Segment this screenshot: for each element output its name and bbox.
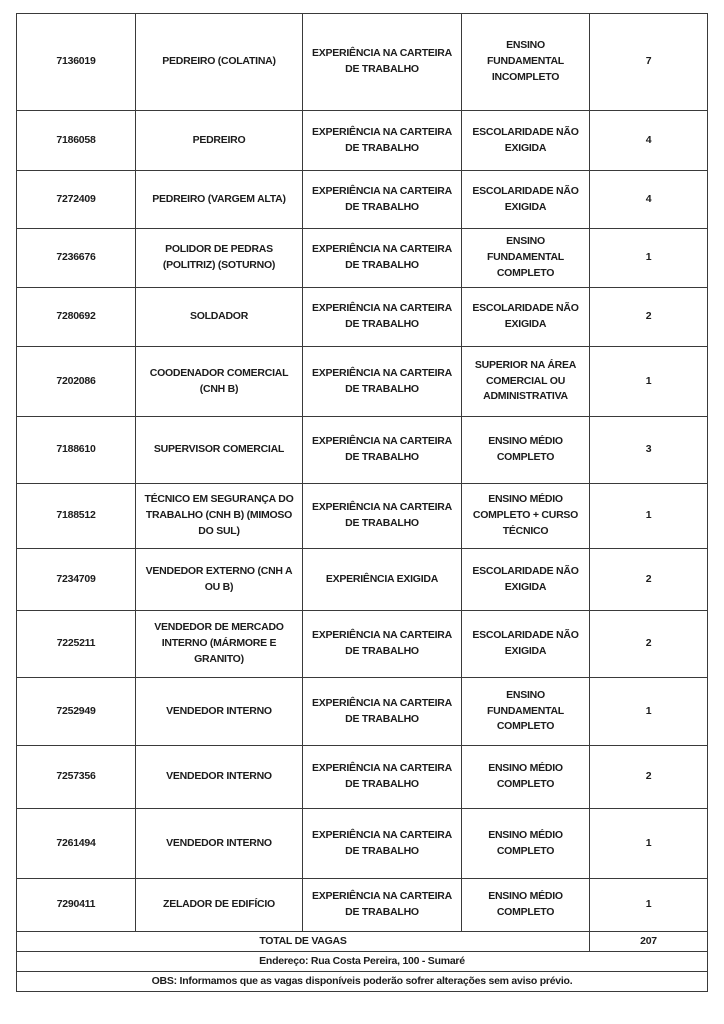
- vacancy-count-cell: 1: [589, 878, 708, 932]
- vacancy-id-cell: 7136019: [16, 13, 136, 111]
- vacancy-id-cell: 7236676: [16, 228, 136, 288]
- vacancy-id-cell: 7261494: [16, 808, 136, 879]
- occupation-cell: COODENADOR COMERCIAL (CNH B): [135, 346, 303, 417]
- table-row: 7290411 ZELADOR DE EDIFÍCIO EXPERIÊNCIA …: [16, 878, 708, 932]
- education-cell: ESCOLARIDADE NÃO EXIGIDA: [461, 287, 590, 347]
- vacancy-count-cell: 1: [589, 808, 708, 879]
- table-row: 7261494 VENDEDOR INTERNO EXPERIÊNCIA NA …: [16, 808, 708, 879]
- experience-cell: EXPERIÊNCIA NA CARTEIRA DE TRABALHO: [302, 677, 462, 746]
- vacancies-table-footer: TOTAL DE VAGAS 207 Endereço: Rua Costa P…: [16, 931, 708, 992]
- obs-row: OBS: Informamos que as vagas disponíveis…: [16, 971, 708, 992]
- table-row: 7186058 PEDREIRO EXPERIÊNCIA NA CARTEIRA…: [16, 110, 708, 171]
- vacancy-count-cell: 2: [589, 610, 708, 678]
- experience-cell: EXPERIÊNCIA NA CARTEIRA DE TRABALHO: [302, 346, 462, 417]
- occupation-cell: ZELADOR DE EDIFÍCIO: [135, 878, 303, 932]
- vacancy-id-cell: 7186058: [16, 110, 136, 171]
- vacancy-count-cell: 3: [589, 416, 708, 484]
- total-label-cell: TOTAL DE VAGAS: [16, 931, 590, 952]
- obs-cell: OBS: Informamos que as vagas disponíveis…: [16, 971, 708, 992]
- total-row: TOTAL DE VAGAS 207: [16, 931, 708, 952]
- table-row: 7188610 SUPERVISOR COMERCIAL EXPERIÊNCIA…: [16, 416, 708, 484]
- vacancy-count-cell: 4: [589, 170, 708, 229]
- vacancy-id-cell: 7257356: [16, 745, 136, 809]
- vacancy-id-cell: 7290411: [16, 878, 136, 932]
- vacancy-count-cell: 2: [589, 745, 708, 809]
- vacancy-id-cell: 7234709: [16, 548, 136, 611]
- vacancy-id-cell: 7188512: [16, 483, 136, 549]
- vacancy-id-cell: 7280692: [16, 287, 136, 347]
- vacancy-id-cell: 7188610: [16, 416, 136, 484]
- vacancy-count-cell: 1: [589, 346, 708, 417]
- experience-cell: EXPERIÊNCIA NA CARTEIRA DE TRABALHO: [302, 110, 462, 171]
- education-cell: ENSINO FUNDAMENTAL COMPLETO: [461, 228, 590, 288]
- education-cell: ENSINO MÉDIO COMPLETO: [461, 878, 590, 932]
- table-row: 7272409 PEDREIRO (VARGEM ALTA) EXPERIÊNC…: [16, 170, 708, 229]
- vacancies-table-body: 7136019 PEDREIRO (COLATINA) EXPERIÊNCIA …: [16, 13, 708, 932]
- education-cell: ENSINO MÉDIO COMPLETO: [461, 745, 590, 809]
- occupation-cell: PEDREIRO (VARGEM ALTA): [135, 170, 303, 229]
- experience-cell: EXPERIÊNCIA NA CARTEIRA DE TRABALHO: [302, 228, 462, 288]
- experience-cell: EXPERIÊNCIA NA CARTEIRA DE TRABALHO: [302, 170, 462, 229]
- occupation-cell: SOLDADOR: [135, 287, 303, 347]
- experience-cell: EXPERIÊNCIA NA CARTEIRA DE TRABALHO: [302, 13, 462, 111]
- occupation-cell: POLIDOR DE PEDRAS (POLITRIZ) (SOTURNO): [135, 228, 303, 288]
- vacancy-id-cell: 7252949: [16, 677, 136, 746]
- experience-cell: EXPERIÊNCIA NA CARTEIRA DE TRABALHO: [302, 416, 462, 484]
- education-cell: ESCOLARIDADE NÃO EXIGIDA: [461, 170, 590, 229]
- occupation-cell: VENDEDOR DE MERCADO INTERNO (MÁRMORE E G…: [135, 610, 303, 678]
- education-cell: ENSINO FUNDAMENTAL INCOMPLETO: [461, 13, 590, 111]
- occupation-cell: PEDREIRO (COLATINA): [135, 13, 303, 111]
- education-cell: ENSINO MÉDIO COMPLETO + CURSO TÉCNICO: [461, 483, 590, 549]
- table-row: 7202086 COODENADOR COMERCIAL (CNH B) EXP…: [16, 346, 708, 417]
- occupation-cell: VENDEDOR INTERNO: [135, 745, 303, 809]
- education-cell: ENSINO FUNDAMENTAL COMPLETO: [461, 677, 590, 746]
- vacancy-count-cell: 2: [589, 548, 708, 611]
- experience-cell: EXPERIÊNCIA NA CARTEIRA DE TRABALHO: [302, 287, 462, 347]
- total-value-cell: 207: [589, 931, 708, 952]
- table-row: 7136019 PEDREIRO (COLATINA) EXPERIÊNCIA …: [16, 13, 708, 111]
- vacancy-count-cell: 1: [589, 677, 708, 746]
- address-row: Endereço: Rua Costa Pereira, 100 - Sumar…: [16, 951, 708, 972]
- table-row: 7225211 VENDEDOR DE MERCADO INTERNO (MÁR…: [16, 610, 708, 678]
- table-row: 7257356 VENDEDOR INTERNO EXPERIÊNCIA NA …: [16, 745, 708, 809]
- experience-cell: EXPERIÊNCIA EXIGIDA: [302, 548, 462, 611]
- vacancy-id-cell: 7202086: [16, 346, 136, 417]
- education-cell: ESCOLARIDADE NÃO EXIGIDA: [461, 110, 590, 171]
- vacancy-count-cell: 7: [589, 13, 708, 111]
- education-cell: ESCOLARIDADE NÃO EXIGIDA: [461, 610, 590, 678]
- vacancy-id-cell: 7225211: [16, 610, 136, 678]
- table-row: 7188512 TÉCNICO EM SEGURANÇA DO TRABALHO…: [16, 483, 708, 549]
- table-row: 7252949 VENDEDOR INTERNO EXPERIÊNCIA NA …: [16, 677, 708, 746]
- experience-cell: EXPERIÊNCIA NA CARTEIRA DE TRABALHO: [302, 808, 462, 879]
- vacancy-count-cell: 4: [589, 110, 708, 171]
- occupation-cell: VENDEDOR INTERNO: [135, 677, 303, 746]
- experience-cell: EXPERIÊNCIA NA CARTEIRA DE TRABALHO: [302, 745, 462, 809]
- vacancy-id-cell: 7272409: [16, 170, 136, 229]
- address-cell: Endereço: Rua Costa Pereira, 100 - Sumar…: [16, 951, 708, 972]
- occupation-cell: PEDREIRO: [135, 110, 303, 171]
- table-row: 7236676 POLIDOR DE PEDRAS (POLITRIZ) (SO…: [16, 228, 708, 288]
- occupation-cell: VENDEDOR INTERNO: [135, 808, 303, 879]
- table-row: 7280692 SOLDADOR EXPERIÊNCIA NA CARTEIRA…: [16, 287, 708, 347]
- table-row: 7234709 VENDEDOR EXTERNO (CNH A OU B) EX…: [16, 548, 708, 611]
- experience-cell: EXPERIÊNCIA NA CARTEIRA DE TRABALHO: [302, 610, 462, 678]
- occupation-cell: TÉCNICO EM SEGURANÇA DO TRABALHO (CNH B)…: [135, 483, 303, 549]
- vacancy-count-cell: 1: [589, 228, 708, 288]
- vacancy-count-cell: 1: [589, 483, 708, 549]
- vacancies-table: 7136019 PEDREIRO (COLATINA) EXPERIÊNCIA …: [16, 13, 708, 992]
- experience-cell: EXPERIÊNCIA NA CARTEIRA DE TRABALHO: [302, 878, 462, 932]
- vacancy-count-cell: 2: [589, 287, 708, 347]
- occupation-cell: VENDEDOR EXTERNO (CNH A OU B): [135, 548, 303, 611]
- education-cell: ESCOLARIDADE NÃO EXIGIDA: [461, 548, 590, 611]
- experience-cell: EXPERIÊNCIA NA CARTEIRA DE TRABALHO: [302, 483, 462, 549]
- education-cell: ENSINO MÉDIO COMPLETO: [461, 808, 590, 879]
- education-cell: ENSINO MÉDIO COMPLETO: [461, 416, 590, 484]
- education-cell: SUPERIOR NA ÁREA COMERCIAL OU ADMINISTRA…: [461, 346, 590, 417]
- occupation-cell: SUPERVISOR COMERCIAL: [135, 416, 303, 484]
